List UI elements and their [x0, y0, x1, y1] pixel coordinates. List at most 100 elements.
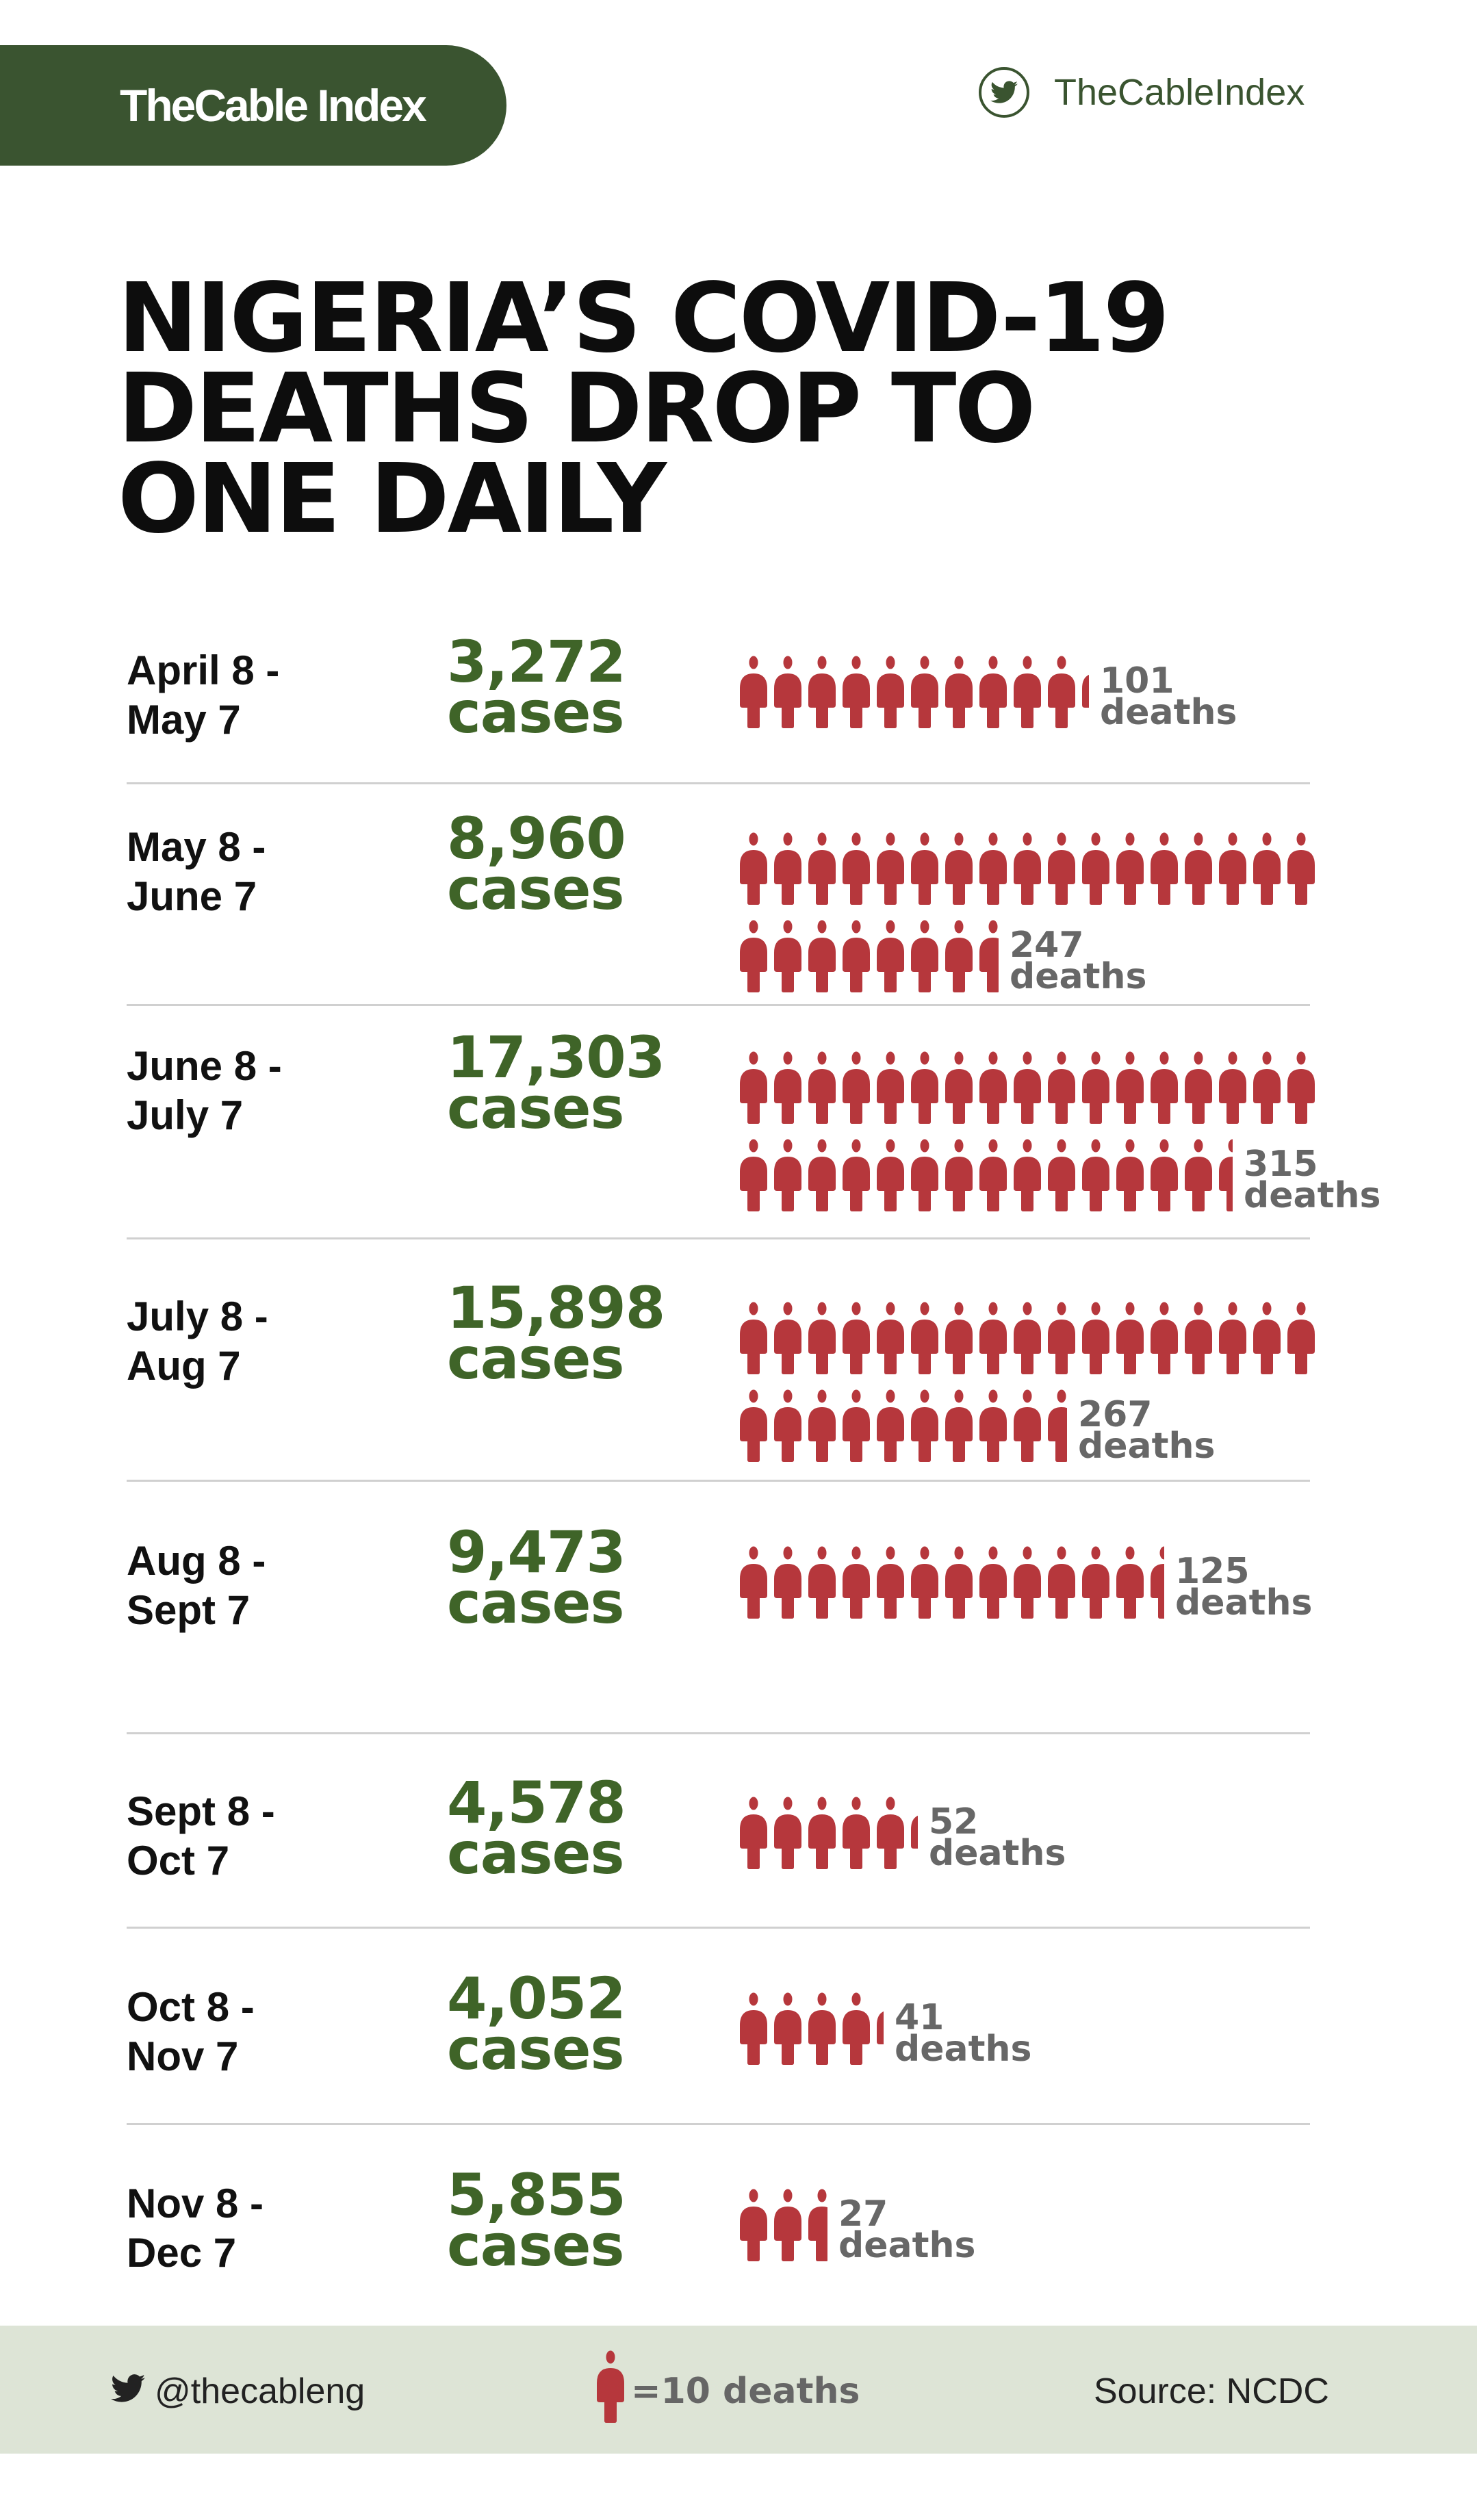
person-icon — [877, 1546, 904, 1619]
deaths-label: 101 deaths — [1100, 660, 1237, 733]
person-icon — [740, 832, 767, 905]
person-icon — [1014, 1546, 1041, 1619]
person-icon — [740, 2189, 767, 2261]
person-icon — [1048, 1302, 1075, 1374]
person-icon — [1048, 1139, 1075, 1211]
cases-number: 9,473 — [447, 1519, 626, 1586]
person-icon — [774, 1389, 801, 1462]
person-icon — [877, 920, 904, 992]
person-icon — [843, 832, 870, 905]
divider — [127, 782, 1310, 784]
person-icon — [740, 1389, 767, 1462]
person-icon — [808, 1051, 836, 1124]
source-text: Source: NCDC — [1094, 2371, 1329, 2411]
person-icon — [843, 1139, 870, 1211]
title-line: DEATHS DROP TO — [118, 353, 1036, 465]
title-line: ONE DAILY — [118, 443, 667, 555]
person-icon — [979, 1302, 1007, 1374]
period-label: Oct 8 - Nov 7 — [127, 1984, 255, 2079]
legend: =10 deaths — [597, 2350, 860, 2432]
person-icon — [1116, 1139, 1144, 1211]
person-icon — [877, 1051, 904, 1124]
person-icon — [979, 832, 1007, 905]
cases-word: cases — [447, 1820, 624, 1887]
person-icon — [774, 656, 801, 728]
cases-count: 4,578 cases — [447, 1774, 626, 1887]
person-icon — [1014, 1389, 1041, 1462]
divider — [127, 1732, 1310, 1734]
person-icon — [740, 656, 767, 728]
person-icon — [979, 920, 999, 992]
cases-word: cases — [447, 856, 624, 923]
person-icon — [979, 656, 1007, 728]
person-icon — [1219, 1139, 1233, 1211]
person-icon — [979, 1139, 1007, 1211]
person-icon — [945, 1302, 973, 1374]
footer-twitter[interactable]: @thecableng — [111, 2371, 365, 2412]
person-icon — [1151, 1139, 1178, 1211]
person-icon — [808, 1797, 836, 1869]
deaths-label: 247 deaths — [1010, 925, 1147, 997]
person-icon — [945, 1139, 973, 1211]
person-icon — [774, 1992, 801, 2065]
person-icon — [945, 1051, 973, 1124]
deaths-pictogram: 52 deaths — [740, 1797, 1066, 1884]
title-line: NIGERIA’S COVID-19 — [118, 263, 1170, 374]
cases-word: cases — [447, 1325, 624, 1392]
person-icon — [877, 1302, 904, 1374]
person-icon — [740, 1051, 767, 1124]
person-icon — [774, 1797, 801, 1869]
deaths-pictogram: 101 deaths — [740, 656, 1237, 743]
person-icon — [1014, 1302, 1041, 1374]
person-icon — [1219, 1302, 1246, 1374]
cases-count: 5,855 cases — [447, 2161, 626, 2274]
person-icon — [774, 2189, 801, 2261]
person-icon — [1151, 832, 1178, 905]
person-icon — [1048, 1389, 1067, 1462]
person-icon — [808, 1546, 836, 1619]
person-icon — [740, 1302, 767, 1374]
period-label: Sept 8 - Oct 7 — [127, 1788, 275, 1883]
cases-number: 5,855 — [447, 2161, 626, 2228]
deaths-pictogram: 247 deaths — [740, 832, 1322, 1007]
person-icon — [1048, 1051, 1075, 1124]
deaths-pictogram: 41 deaths — [740, 1992, 1031, 2080]
person-icon — [877, 656, 904, 728]
person-icon — [877, 1797, 904, 1869]
person-icon — [1253, 832, 1281, 905]
person-icon — [740, 920, 767, 992]
person-icon — [945, 1546, 973, 1619]
person-icon — [740, 1992, 767, 2065]
person-icon — [979, 1546, 1007, 1619]
twitter-icon — [979, 67, 1029, 118]
person-icon — [1219, 832, 1246, 905]
period-label: Aug 8 - Sept 7 — [127, 1538, 266, 1633]
twitter-handle[interactable]: TheCableIndex — [979, 67, 1305, 118]
person-icon — [808, 2189, 827, 2261]
deaths-label: 315 deaths — [1244, 1144, 1381, 1216]
footer: @thecableng =10 deaths Source: NCDC — [0, 2326, 1477, 2454]
person-icon — [774, 1546, 801, 1619]
period-label: April 8 - May 7 — [127, 647, 280, 743]
cases-count: 15,898 cases — [447, 1274, 665, 1392]
deaths-label: 27 deaths — [838, 2194, 976, 2266]
cases-word: cases — [447, 679, 624, 746]
person-icon — [843, 1389, 870, 1462]
person-icon — [1287, 832, 1315, 905]
twitter-bird-icon — [111, 2371, 145, 2412]
person-icon — [1048, 832, 1075, 905]
footer-handle-text: @thecableng — [155, 2371, 365, 2411]
cases-number: 3,272 — [447, 628, 626, 695]
period-label: June 8 - July 7 — [127, 1043, 282, 1138]
person-icon — [911, 1302, 938, 1374]
divider — [127, 1004, 1310, 1006]
cases-number: 15,898 — [447, 1274, 665, 1341]
person-icon — [945, 832, 973, 905]
person-icon — [774, 832, 801, 905]
person-icon — [945, 656, 973, 728]
person-icon — [808, 832, 836, 905]
person-icon — [843, 1051, 870, 1124]
cases-word: cases — [447, 1075, 624, 1142]
person-icon — [1014, 1051, 1041, 1124]
person-icon — [1185, 1302, 1212, 1374]
